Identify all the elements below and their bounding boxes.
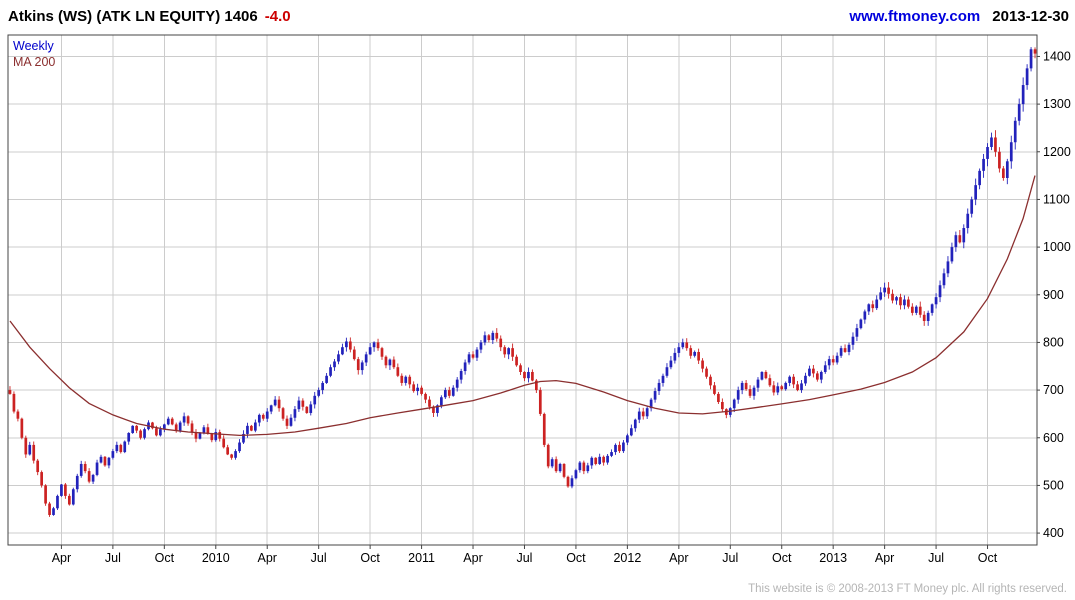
chart-date: 2013-12-30 bbox=[992, 8, 1069, 25]
chart-header: Atkins (WS) (ATK LN EQUITY) 1406 -4.0 bbox=[8, 8, 291, 25]
x-axis-label: Oct bbox=[772, 551, 792, 565]
axis-labels: 400 500 600 700 800 900 1000 1100 1200 1300 1400 Ap… bbox=[52, 49, 1071, 565]
x-axis-label: Apr bbox=[52, 551, 71, 565]
y-axis-label: 400 bbox=[1043, 526, 1064, 540]
y-axis-label: 600 bbox=[1043, 431, 1064, 445]
x-axis-label: Jul bbox=[928, 551, 944, 565]
x-axis-label: Oct bbox=[155, 551, 175, 565]
header-right: www.ftmoney.com 2013-12-30 bbox=[849, 8, 1069, 25]
y-axis-label: 1000 bbox=[1043, 240, 1071, 254]
y-axis-label: 800 bbox=[1043, 335, 1064, 349]
x-axis-label: Apr bbox=[875, 551, 894, 565]
x-axis-label: Apr bbox=[669, 551, 688, 565]
x-axis-label: Jul bbox=[516, 551, 532, 565]
x-axis-label: Oct bbox=[360, 551, 380, 565]
copyright-notice: This website is © 2008-2013 FT Money plc… bbox=[748, 583, 1067, 595]
instrument-title: Atkins (WS) (ATK LN EQUITY) 1406 bbox=[8, 8, 258, 25]
x-axis-label: 2011 bbox=[408, 551, 435, 565]
y-axis-label: 1400 bbox=[1043, 49, 1071, 63]
ma200-line bbox=[9, 175, 1036, 437]
legend-weekly: Weekly bbox=[13, 39, 54, 53]
x-axis-label: 2010 bbox=[202, 551, 230, 565]
x-axis-label: Jul bbox=[722, 551, 738, 565]
ftmoney-link[interactable]: www.ftmoney.com bbox=[849, 8, 981, 25]
x-axis-label: Apr bbox=[463, 551, 482, 565]
y-axis-label: 1100 bbox=[1043, 192, 1070, 206]
x-axis-label: Jul bbox=[105, 551, 121, 565]
x-axis-label: Oct bbox=[566, 551, 586, 565]
x-axis-label: 2013 bbox=[819, 551, 847, 565]
candles-layer bbox=[8, 47, 1037, 517]
gridlines bbox=[7, 34, 1038, 546]
price-change: -4.0 bbox=[264, 8, 291, 25]
y-axis-label: 1300 bbox=[1043, 97, 1071, 111]
x-axis-label: Apr bbox=[258, 551, 277, 565]
y-axis-label: 700 bbox=[1043, 383, 1064, 397]
legend-ma200: MA 200 bbox=[13, 55, 56, 69]
y-axis-label: 1200 bbox=[1043, 145, 1071, 159]
x-axis-label: Oct bbox=[978, 551, 998, 565]
y-axis-label: 500 bbox=[1043, 478, 1064, 492]
y-axis-label: 900 bbox=[1043, 288, 1064, 302]
x-axis-label: 2012 bbox=[613, 551, 641, 565]
x-axis-label: Jul bbox=[311, 551, 327, 565]
